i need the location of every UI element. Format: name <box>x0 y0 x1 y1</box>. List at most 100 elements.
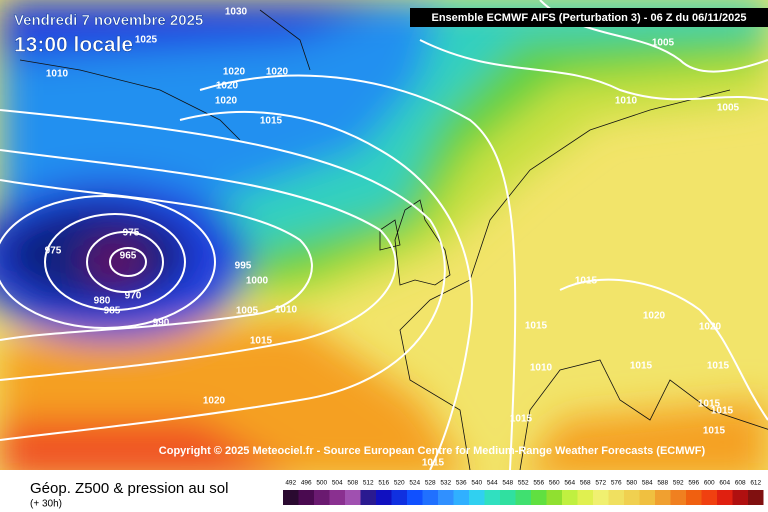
legend-label: 576 <box>611 480 622 487</box>
legend-swatch <box>608 490 624 505</box>
forecast-date: Vendredi 7 novembre 2025 <box>14 12 203 29</box>
legend-label: 504 <box>332 480 343 487</box>
legend-label: 544 <box>487 480 498 487</box>
legend-swatch <box>376 490 392 505</box>
legend-swatch <box>701 490 717 505</box>
isobar-label: 985 <box>104 306 121 317</box>
isobar-label: 1015 <box>707 361 730 372</box>
isobar-label: 1025 <box>135 35 158 46</box>
footer-title: Géop. Z500 & pression au sol <box>30 480 228 497</box>
legend-swatch <box>438 490 454 505</box>
isobar-label: 1015 <box>630 361 653 372</box>
legend-swatch <box>639 490 655 505</box>
legend-label: 572 <box>595 480 606 487</box>
legend-label: 536 <box>456 480 467 487</box>
legend-label: 600 <box>704 480 715 487</box>
legend-label: 540 <box>471 480 482 487</box>
legend-label: 608 <box>735 480 746 487</box>
legend-label: 568 <box>580 480 591 487</box>
isobar-label: 1015 <box>510 414 533 425</box>
isobar-label: 1005 <box>236 306 259 317</box>
legend-swatch <box>314 490 330 505</box>
legend-swatch <box>283 490 299 505</box>
legend-swatch <box>407 490 423 505</box>
legend-swatch <box>345 490 361 505</box>
legend-swatch <box>500 490 516 505</box>
legend-label: 516 <box>378 480 389 487</box>
isobar-label: 990 <box>153 318 170 329</box>
isobar-label: 1020 <box>215 96 238 107</box>
legend-swatch <box>624 490 640 505</box>
isobar-label: 1020 <box>203 396 226 407</box>
isobar-label: 1020 <box>699 322 722 333</box>
isobar-label: 1020 <box>643 311 666 322</box>
isobar-label: 980 <box>94 296 111 307</box>
isobar-label: 1015 <box>422 458 445 469</box>
legend-label: 596 <box>688 480 699 487</box>
isobar-label: 1015 <box>575 276 598 287</box>
isobar-label: 1000 <box>246 276 269 287</box>
isobar-label: 1020 <box>216 81 239 92</box>
isobar-label: 970 <box>125 291 142 302</box>
legend-swatch <box>453 490 469 505</box>
legend-swatch <box>593 490 609 505</box>
isobar-label: 995 <box>235 261 252 272</box>
model-run: Ensemble ECMWF AIFS (Perturbation 3) - 0… <box>431 12 746 24</box>
isobar-label: 1015 <box>703 426 726 437</box>
legend-label: 612 <box>750 480 761 487</box>
legend-swatch <box>360 490 376 505</box>
isobar-label: 1015 <box>260 116 283 127</box>
legend-swatch <box>686 490 702 505</box>
copyright: Copyright © 2025 Meteociel.fr - Source E… <box>159 445 706 457</box>
legend-swatch <box>546 490 562 505</box>
isobars <box>0 0 768 471</box>
legend-label: 520 <box>394 480 405 487</box>
legend-label: 552 <box>518 480 529 487</box>
legend-label: 588 <box>657 480 668 487</box>
forecast-time: 13:00 locale <box>14 34 133 57</box>
legend-label: 532 <box>440 480 451 487</box>
legend-swatch <box>422 490 438 505</box>
isobar-label: 1015 <box>250 336 273 347</box>
legend-label: 528 <box>425 480 436 487</box>
isobar-label: 1010 <box>615 96 638 107</box>
isobar-label: 1015 <box>525 321 548 332</box>
legend-swatch <box>655 490 671 505</box>
legend-swatch <box>717 490 733 505</box>
legend-swatch <box>732 490 748 505</box>
legend-swatch <box>298 490 314 505</box>
legend-swatch <box>329 490 345 505</box>
legend-label: 548 <box>502 480 513 487</box>
legend-label: 604 <box>719 480 730 487</box>
header-box <box>410 8 768 27</box>
legend-swatch <box>484 490 500 505</box>
isobar-label: 1015 <box>711 406 734 417</box>
legend-swatch <box>670 490 686 505</box>
legend-label: 492 <box>285 480 296 487</box>
legend-label: 496 <box>301 480 312 487</box>
legend-label: 508 <box>347 480 358 487</box>
isobar-label: 1005 <box>717 103 740 114</box>
legend-swatch <box>469 490 485 505</box>
isobar-label: 965 <box>120 251 137 262</box>
isobar-label: 1010 <box>46 69 69 80</box>
isobar-label: 1010 <box>530 363 553 374</box>
legend-label: 556 <box>533 480 544 487</box>
isobar-label: 975 <box>123 228 140 239</box>
legend-swatch <box>748 490 764 505</box>
isobar-label: 1005 <box>652 38 675 49</box>
legend-label: 524 <box>409 480 420 487</box>
legend-label: 560 <box>549 480 560 487</box>
legend-label: 500 <box>316 480 327 487</box>
legend-label: 512 <box>363 480 374 487</box>
legend-swatch <box>391 490 407 505</box>
isobar-label: 1020 <box>266 67 289 78</box>
isobar-label: 1020 <box>223 67 246 78</box>
legend-swatch <box>577 490 593 505</box>
field <box>0 0 768 480</box>
legend-label: 592 <box>673 480 684 487</box>
isobar-label: 1015 <box>698 399 721 410</box>
legend-label: 580 <box>626 480 637 487</box>
legend-swatch <box>515 490 531 505</box>
